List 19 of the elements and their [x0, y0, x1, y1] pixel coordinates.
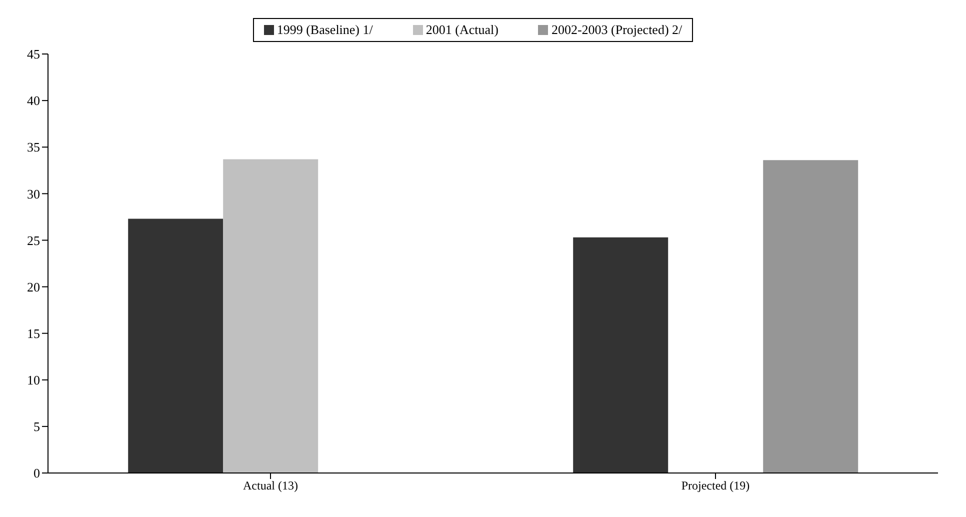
y-tick-label: 0	[34, 466, 40, 481]
y-tick-label: 15	[27, 326, 40, 341]
legend-label: 2002-2003 (Projected) 2/	[551, 22, 682, 38]
y-tick-label: 45	[27, 46, 40, 62]
x-tick-label: Projected (19)	[681, 478, 750, 493]
y-tick-label: 40	[27, 93, 40, 108]
y-tick-label: 5	[34, 419, 40, 434]
bar	[763, 160, 858, 473]
bar	[128, 218, 224, 473]
bar	[223, 159, 318, 473]
y-tick-label: 25	[27, 232, 40, 248]
x-tick-label: Actual (13)	[243, 478, 298, 493]
y-tick-label: 35	[27, 140, 40, 155]
y-tick-label: 30	[27, 186, 40, 202]
legend-label: 1999 (Baseline) 1/	[276, 22, 373, 38]
legend-label: 2001 (Actual)	[426, 22, 498, 38]
y-tick-label: 20	[27, 279, 40, 294]
bar	[573, 237, 668, 473]
y-tick-label: 10	[27, 372, 40, 388]
